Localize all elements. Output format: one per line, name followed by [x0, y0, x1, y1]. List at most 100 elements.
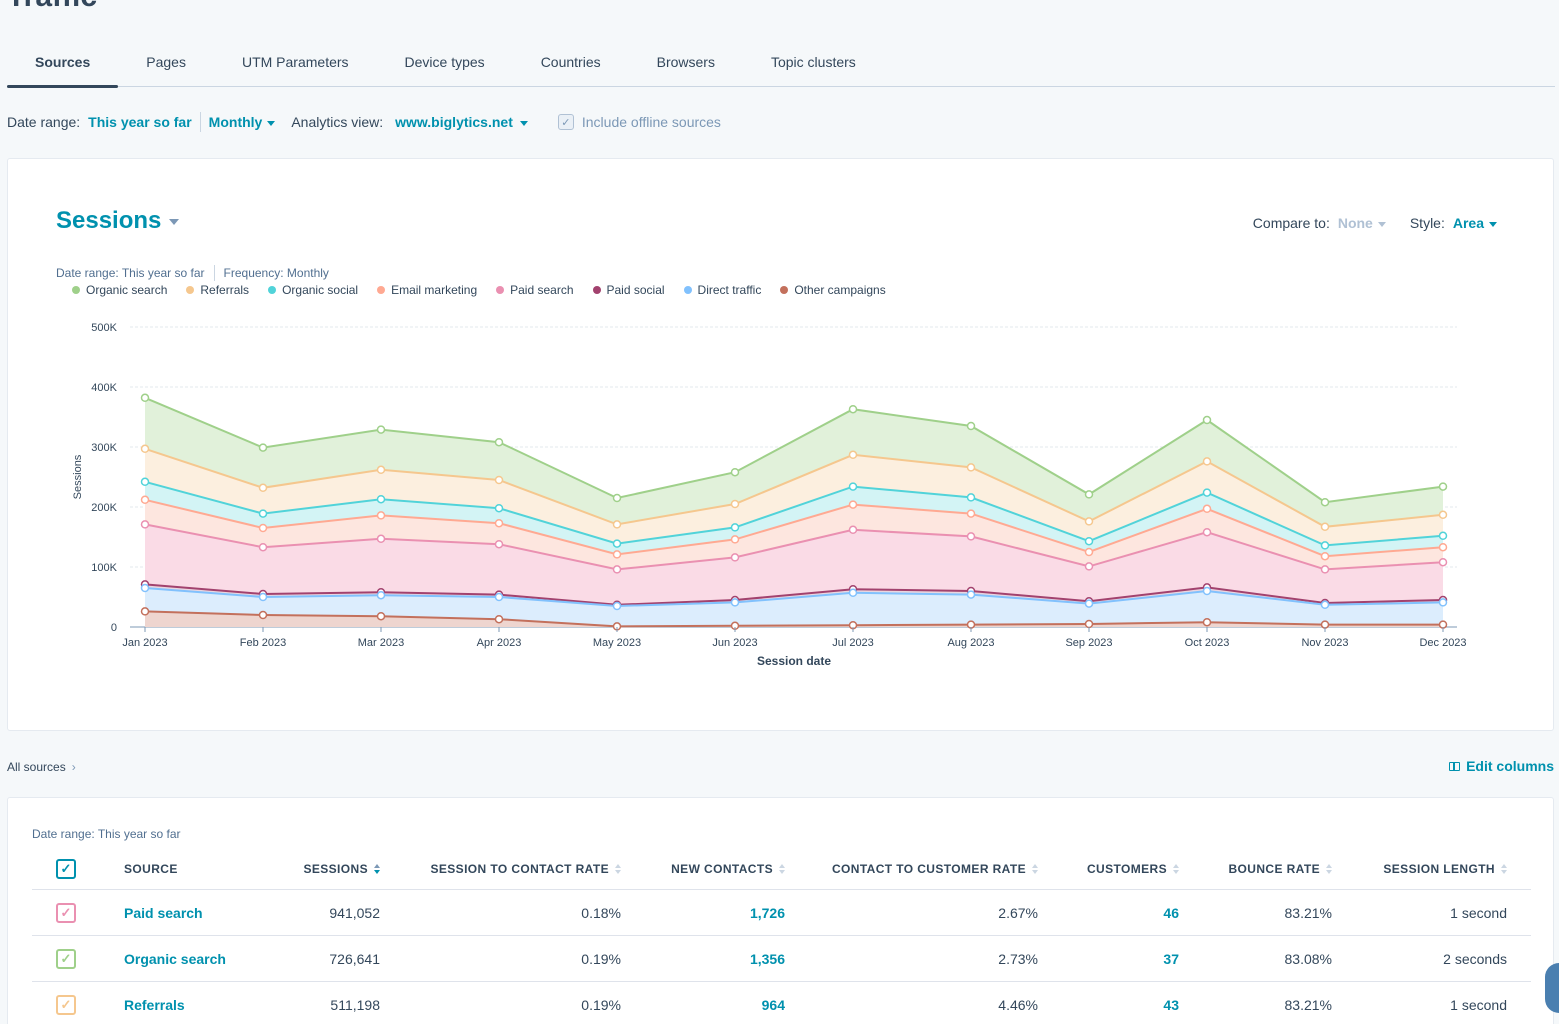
data-point[interactable] [1320, 551, 1330, 561]
data-point[interactable] [258, 523, 268, 533]
source-link[interactable]: Organic search [124, 950, 226, 967]
data-point[interactable] [1438, 598, 1448, 607]
data-point[interactable] [494, 475, 504, 485]
data-point[interactable] [612, 565, 622, 574]
data-point[interactable] [966, 463, 976, 472]
data-point[interactable] [730, 499, 740, 509]
data-point[interactable] [494, 437, 504, 447]
data-point[interactable] [730, 598, 740, 607]
data-point[interactable] [1084, 619, 1094, 629]
data-point[interactable] [1202, 488, 1212, 497]
col-header-sessions[interactable]: SESSIONS [303, 849, 380, 889]
new-contacts-link[interactable]: 1,356 [749, 950, 785, 967]
chart-title-dropdown[interactable]: Sessions [56, 207, 180, 235]
data-point[interactable] [1084, 490, 1094, 499]
data-point[interactable] [1202, 617, 1212, 627]
data-point[interactable] [848, 450, 858, 460]
customers-link[interactable]: 37 [1163, 950, 1179, 967]
data-point[interactable] [848, 525, 858, 535]
data-point[interactable] [612, 601, 622, 611]
data-point[interactable] [376, 590, 386, 600]
data-point[interactable] [1438, 531, 1448, 541]
breadcrumb[interactable]: All sources › [7, 760, 76, 774]
data-point[interactable] [140, 495, 150, 505]
tab-browsers[interactable]: Browsers [656, 54, 715, 70]
legend-item[interactable]: Organic social [268, 283, 358, 297]
data-point[interactable] [730, 523, 740, 532]
legend-item[interactable]: Paid social [592, 283, 665, 297]
data-point[interactable] [258, 443, 268, 452]
date-range-dropdown[interactable]: This year so far [88, 114, 192, 130]
tab-sources[interactable]: Sources [7, 40, 119, 88]
data-point[interactable] [1084, 562, 1094, 571]
data-point[interactable] [376, 494, 386, 504]
data-point[interactable] [1320, 522, 1330, 532]
source-link[interactable]: Referrals [124, 996, 185, 1013]
data-point[interactable] [1438, 482, 1448, 491]
legend-item[interactable]: Paid search [496, 283, 574, 297]
data-point[interactable] [730, 553, 740, 562]
data-point[interactable] [1320, 565, 1330, 574]
data-point[interactable] [494, 614, 504, 624]
data-point[interactable] [1084, 599, 1094, 608]
data-point[interactable] [612, 550, 622, 559]
data-point[interactable] [848, 500, 858, 509]
analytics-view-dropdown[interactable]: www.biglytics.net [395, 114, 528, 130]
data-point[interactable] [1202, 586, 1212, 596]
data-point[interactable] [848, 482, 858, 491]
data-point[interactable] [494, 518, 504, 528]
data-point[interactable] [258, 509, 268, 518]
data-point[interactable] [258, 610, 268, 620]
data-point[interactable] [494, 503, 504, 513]
data-point[interactable] [140, 477, 150, 487]
legend-item[interactable]: Email marketing [377, 283, 477, 297]
col-header-customers[interactable]: CUSTOMERS [1087, 849, 1179, 889]
col-header-new-contacts[interactable]: NEW CONTACTS [671, 849, 785, 889]
new-contacts-link[interactable]: 964 [761, 996, 785, 1013]
data-point[interactable] [1202, 415, 1212, 425]
customers-link[interactable]: 43 [1163, 996, 1179, 1013]
tab-pages[interactable]: Pages [146, 54, 186, 70]
data-point[interactable] [1320, 541, 1330, 550]
legend-item[interactable]: Organic search [72, 283, 167, 297]
data-point[interactable] [494, 539, 504, 549]
data-point[interactable] [140, 583, 150, 593]
data-point[interactable] [1202, 504, 1212, 514]
data-point[interactable] [848, 404, 858, 414]
data-point[interactable] [1084, 536, 1094, 546]
data-point[interactable] [612, 520, 622, 529]
data-point[interactable] [966, 421, 976, 431]
data-point[interactable] [258, 592, 268, 602]
data-point[interactable] [1084, 517, 1094, 526]
data-point[interactable] [730, 535, 740, 544]
data-point[interactable] [376, 425, 386, 434]
new-contacts-link[interactable]: 1,726 [749, 904, 785, 921]
customers-link[interactable]: 46 [1163, 904, 1179, 921]
row-checkbox[interactable]: ✓ [56, 982, 76, 1024]
tab-device-types[interactable]: Device types [404, 54, 485, 70]
offline-sources-checkbox[interactable]: ✓ [557, 114, 574, 130]
data-point[interactable] [376, 611, 386, 621]
data-point[interactable] [1084, 547, 1094, 557]
data-point[interactable] [1202, 527, 1212, 537]
data-point[interactable] [730, 467, 740, 477]
data-point[interactable] [376, 511, 386, 520]
compare-to-dropdown[interactable]: None [1338, 215, 1386, 231]
frequency-dropdown[interactable]: Monthly [209, 114, 276, 130]
source-link[interactable]: Paid search [124, 904, 203, 921]
col-header-session-to-contact-rate[interactable]: SESSION TO CONTACT RATE [430, 849, 621, 889]
data-point[interactable] [966, 509, 976, 518]
data-point[interactable] [140, 444, 150, 454]
col-header-contact-to-customer-rate[interactable]: CONTACT TO CUSTOMER RATE [832, 849, 1038, 889]
data-point[interactable] [258, 542, 268, 552]
data-point[interactable] [612, 493, 622, 503]
data-point[interactable] [848, 588, 858, 598]
data-point[interactable] [140, 393, 150, 403]
chat-widget-button[interactable] [1545, 963, 1559, 1013]
data-point[interactable] [966, 493, 976, 502]
data-point[interactable] [1320, 497, 1330, 507]
col-header-bounce-rate[interactable]: BOUNCE RATE [1228, 849, 1332, 889]
tab-topic-clusters[interactable]: Topic clusters [770, 54, 856, 70]
edit-columns-button[interactable]: Edit columns [1449, 758, 1554, 774]
data-point[interactable] [966, 590, 976, 599]
